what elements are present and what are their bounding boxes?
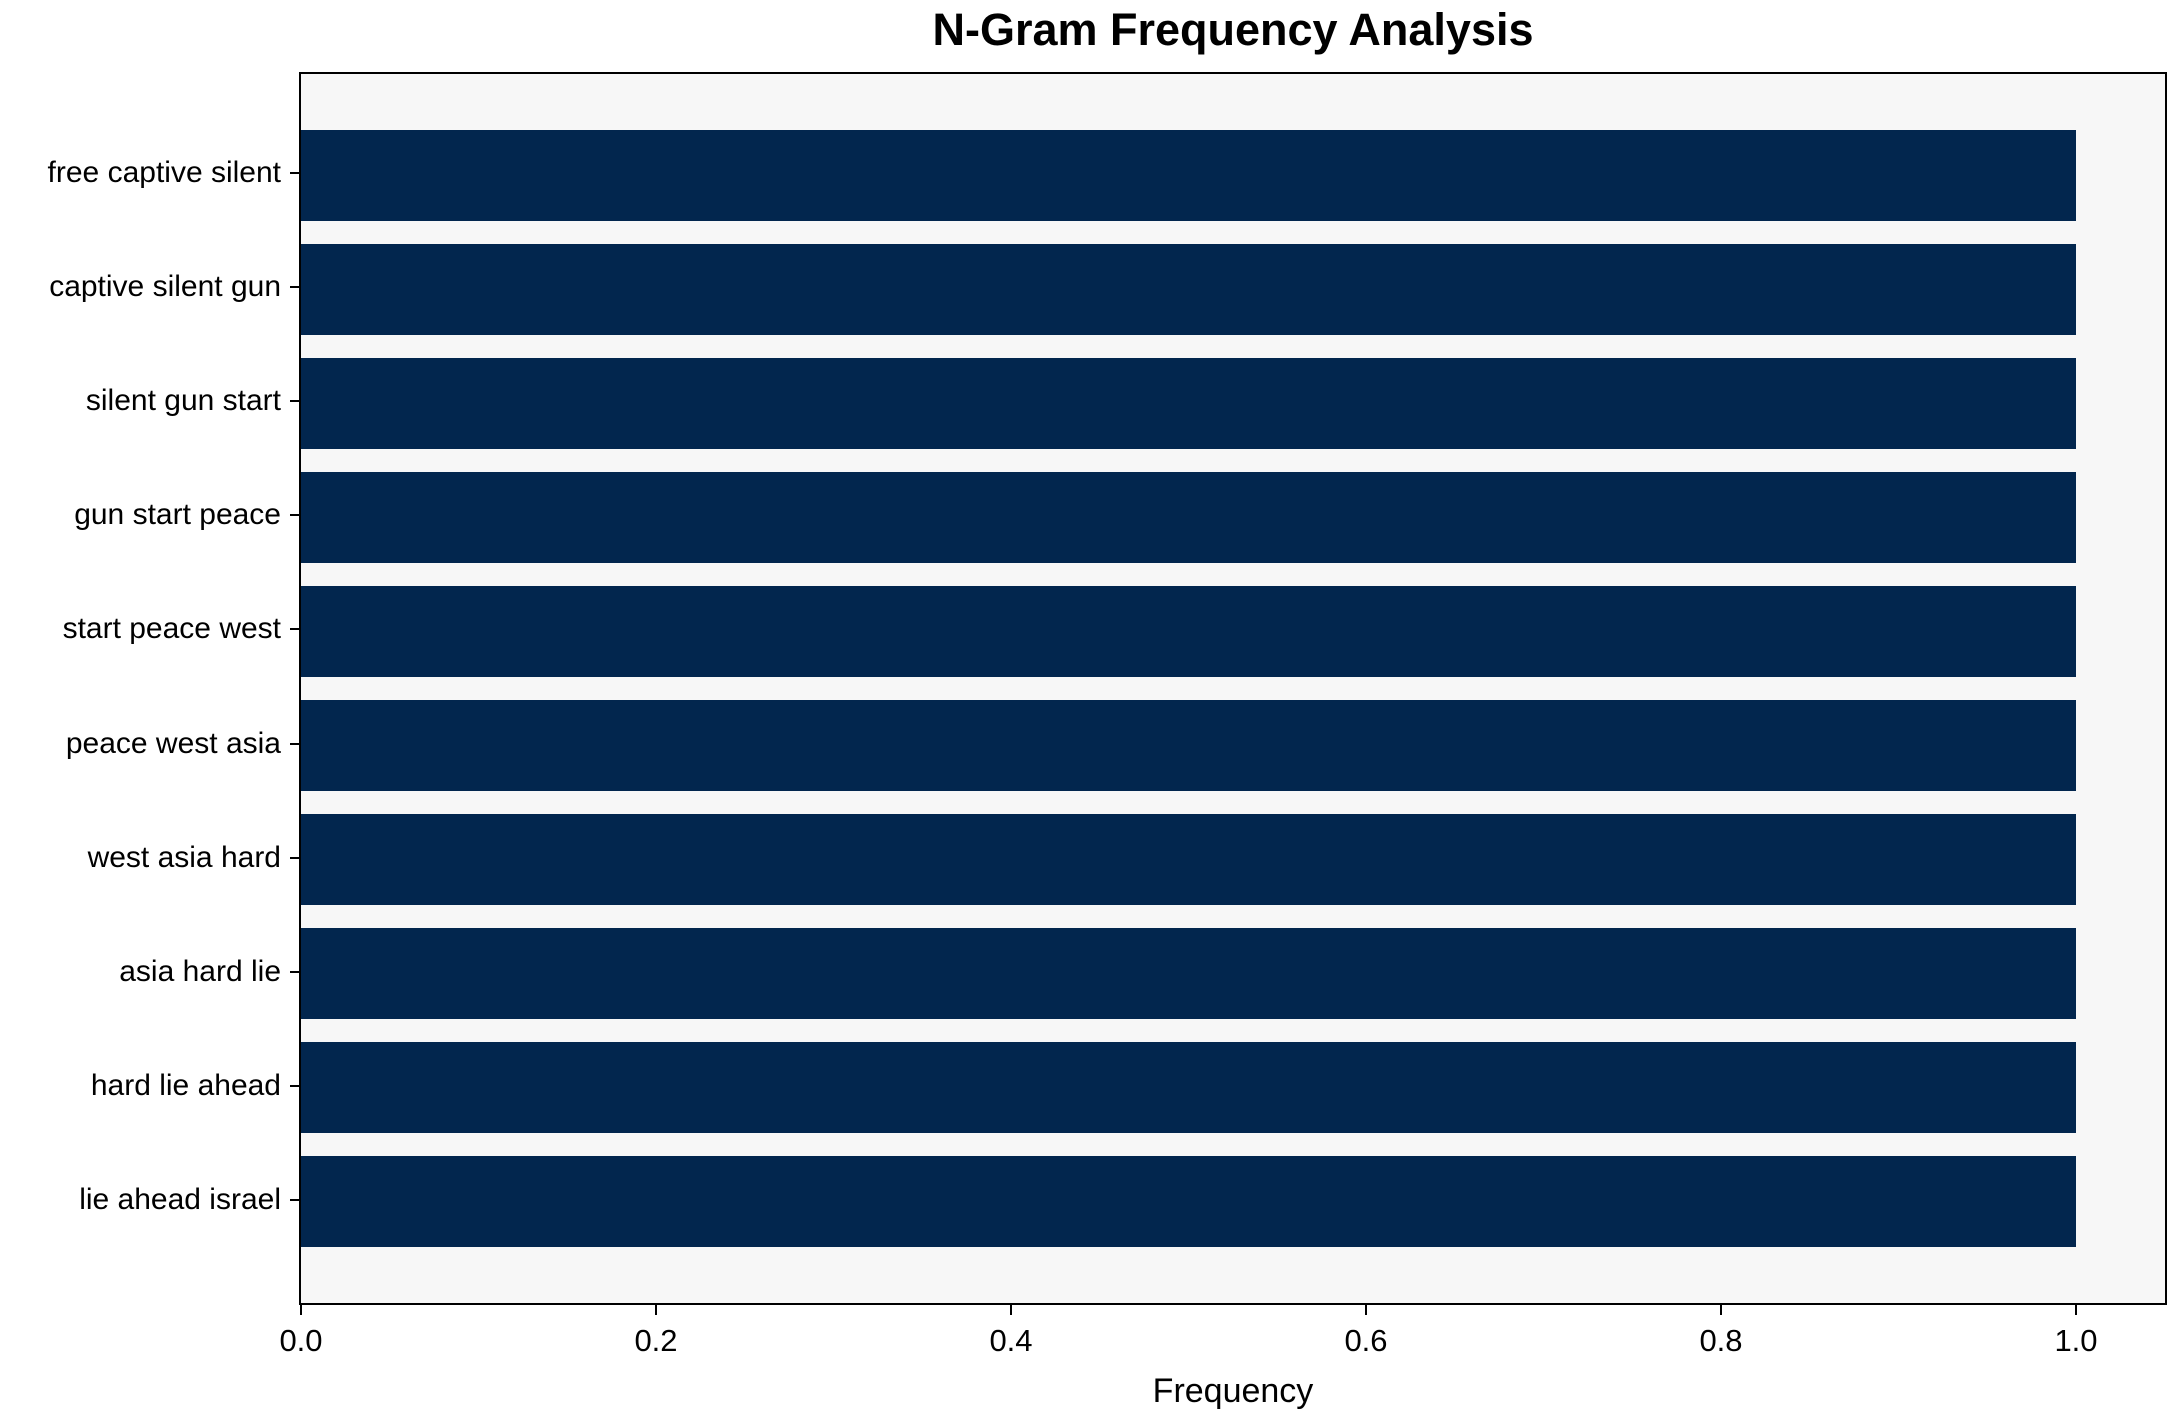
- y-tick-label: free captive silent: [47, 156, 281, 189]
- y-tick-mark: [290, 1085, 299, 1087]
- x-tick-mark: [1720, 1305, 1722, 1315]
- bar: [301, 1042, 2077, 1133]
- y-tick-label: lie ahead israel: [79, 1183, 281, 1216]
- x-tick-label: 0.2: [634, 1323, 678, 1358]
- y-tick-mark: [290, 743, 299, 745]
- x-axis-label: Frequency: [1152, 1372, 1314, 1410]
- x-tick-mark: [300, 1305, 302, 1315]
- chart-title: N-Gram Frequency Analysis: [932, 4, 1534, 55]
- y-tick-label: asia hard lie: [119, 955, 281, 988]
- y-tick-mark: [290, 286, 299, 288]
- x-tick-mark: [1365, 1305, 1367, 1315]
- plot-area: [299, 72, 2167, 1305]
- bar: [301, 358, 2077, 449]
- x-tick-label: 0.0: [279, 1323, 323, 1358]
- x-tick-label: 0.4: [989, 1323, 1033, 1358]
- x-tick-mark: [655, 1305, 657, 1315]
- y-tick-mark: [290, 857, 299, 859]
- x-tick-mark: [2075, 1305, 2077, 1315]
- y-tick-mark: [290, 400, 299, 402]
- x-tick-mark: [1010, 1305, 1012, 1315]
- y-tick-label: peace west asia: [65, 727, 281, 760]
- y-tick-mark: [290, 1199, 299, 1201]
- bar: [301, 1156, 2077, 1247]
- y-tick-label: captive silent gun: [49, 270, 281, 303]
- x-tick-label: 1.0: [2054, 1323, 2098, 1358]
- y-tick-mark: [290, 971, 299, 973]
- bar: [301, 586, 2077, 677]
- y-tick-mark: [290, 628, 299, 630]
- x-tick-label: 0.6: [1344, 1323, 1388, 1358]
- bar: [301, 244, 2077, 335]
- y-tick-label: hard lie ahead: [90, 1069, 281, 1102]
- y-tick-label: west asia hard: [87, 841, 281, 874]
- bar: [301, 814, 2077, 905]
- y-tick-mark: [290, 514, 299, 516]
- y-tick-mark: [290, 172, 299, 174]
- bar: [301, 472, 2077, 563]
- bar: [301, 130, 2077, 221]
- bar: [301, 700, 2077, 791]
- bar: [301, 928, 2077, 1019]
- y-tick-label: gun start peace: [74, 498, 281, 531]
- y-tick-label: start peace west: [62, 612, 281, 645]
- x-tick-label: 0.8: [1699, 1323, 1743, 1358]
- y-tick-label: silent gun start: [85, 384, 281, 417]
